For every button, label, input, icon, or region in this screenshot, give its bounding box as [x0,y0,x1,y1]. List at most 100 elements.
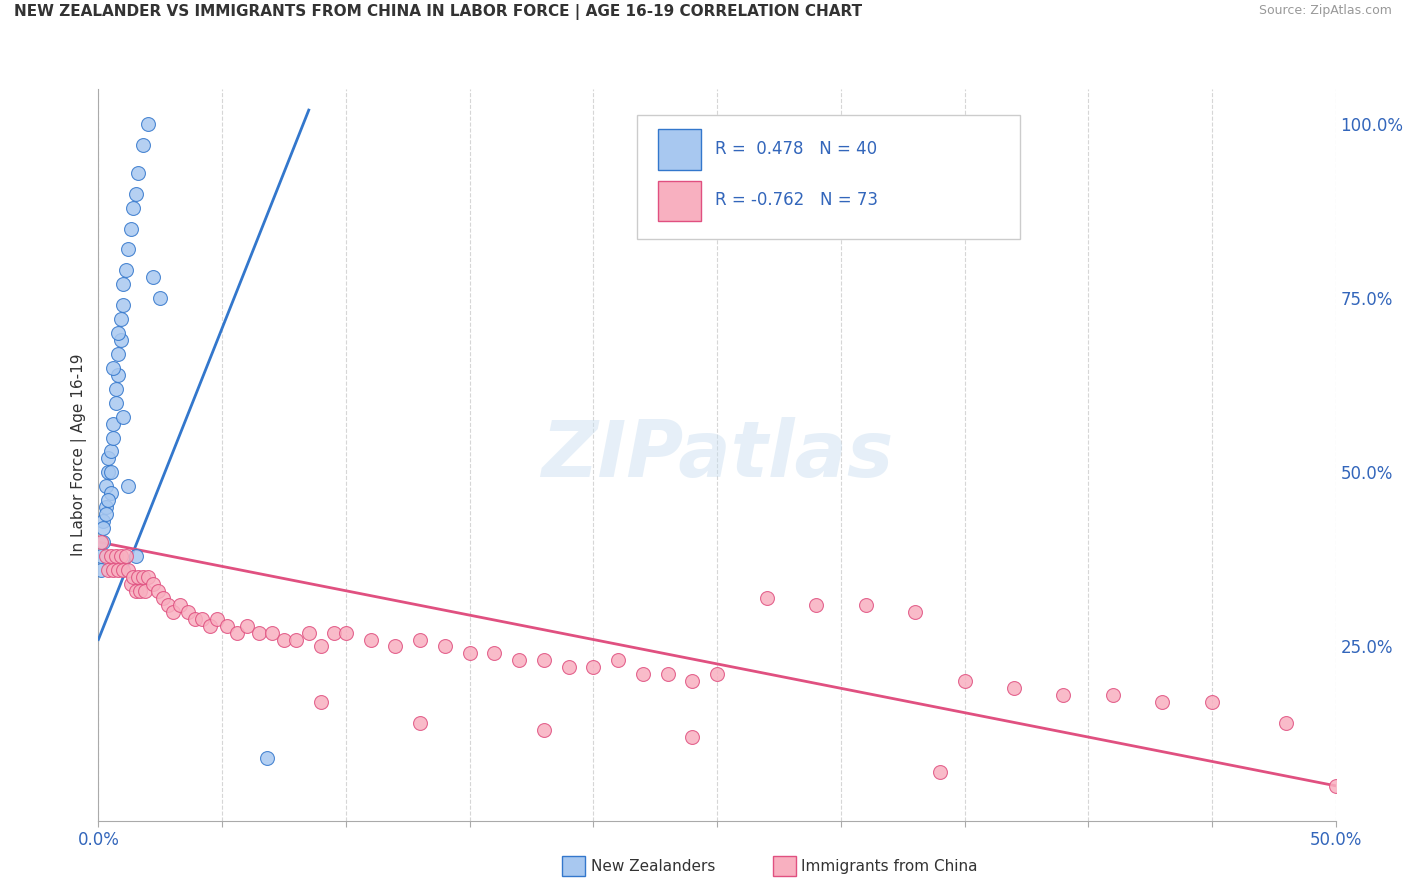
Point [100,444,122,458]
Point [360,632,382,647]
Point [260,625,283,640]
Point [94,500,117,515]
Point [285,632,308,647]
Point [681,674,703,689]
Point [657,667,679,681]
Point [236,618,259,632]
Point [149,291,172,305]
Point [247,625,270,640]
Point [107,347,129,361]
Text: New Zealanders: New Zealanders [591,859,714,873]
Point [117,479,139,493]
Point [953,674,976,689]
Text: Source: ZipAtlas.com: Source: ZipAtlas.com [1258,4,1392,18]
Point [1324,779,1347,793]
Bar [658,129,702,169]
Point [107,563,129,577]
Point [104,382,127,396]
Point [110,549,132,563]
Point [1201,695,1223,709]
Point [146,583,169,598]
Point [114,263,136,277]
Point [100,549,122,563]
Point [97,466,120,480]
Point [681,730,703,744]
Point [273,632,295,647]
Point [409,716,432,731]
Point [152,591,174,605]
Bar [658,180,702,221]
Point [124,186,146,201]
Point [94,479,117,493]
Point [120,221,142,235]
Point [122,570,145,584]
Text: ZIPatlas: ZIPatlas [541,417,893,493]
Point [93,514,115,528]
Point [1002,681,1025,696]
Point [205,612,228,626]
Point [93,535,115,549]
Point [112,563,135,577]
Point [94,549,117,563]
Point [142,270,165,285]
Point [93,521,115,535]
Point [533,723,555,737]
Point [384,640,406,654]
Point [142,576,165,591]
Point [176,605,198,619]
Point [97,451,120,466]
Point [607,653,630,667]
Point [433,640,456,654]
Point [132,137,155,152]
Point [309,640,332,654]
Point [100,466,122,480]
Text: R = -0.762   N = 73: R = -0.762 N = 73 [714,192,877,210]
Point [134,583,156,598]
Point [804,598,827,612]
Point [114,549,136,563]
Point [226,625,249,640]
Point [104,549,127,563]
Point [129,583,152,598]
Point [484,647,506,661]
Point [127,570,149,584]
Point [120,576,142,591]
Point [112,409,135,424]
Point [928,764,950,779]
Point [90,549,112,563]
Point [706,667,728,681]
Point [335,625,357,640]
Point [100,486,122,500]
Point [136,117,159,131]
Point [97,493,120,508]
Point [112,298,135,312]
Point [217,618,239,632]
Point [103,360,125,375]
Point [90,535,112,549]
Point [184,612,207,626]
Point [112,277,135,292]
Point [97,563,120,577]
Point [136,570,159,584]
Point [156,598,179,612]
Point [631,667,654,681]
Point [533,653,555,667]
Point [322,625,344,640]
Text: Immigrants from China: Immigrants from China [801,859,979,873]
Point [191,612,214,626]
Point [124,583,146,598]
Point [309,695,332,709]
Point [117,243,139,257]
Point [755,591,778,605]
Point [132,570,155,584]
Point [162,605,184,619]
Point [169,598,191,612]
Point [1052,688,1074,702]
Point [855,598,877,612]
Y-axis label: In Labor Force | Age 16-19: In Labor Force | Age 16-19 [72,353,87,557]
Point [582,660,605,674]
Point [904,605,927,619]
Point [103,417,125,431]
Point [110,333,132,347]
Point [127,166,149,180]
